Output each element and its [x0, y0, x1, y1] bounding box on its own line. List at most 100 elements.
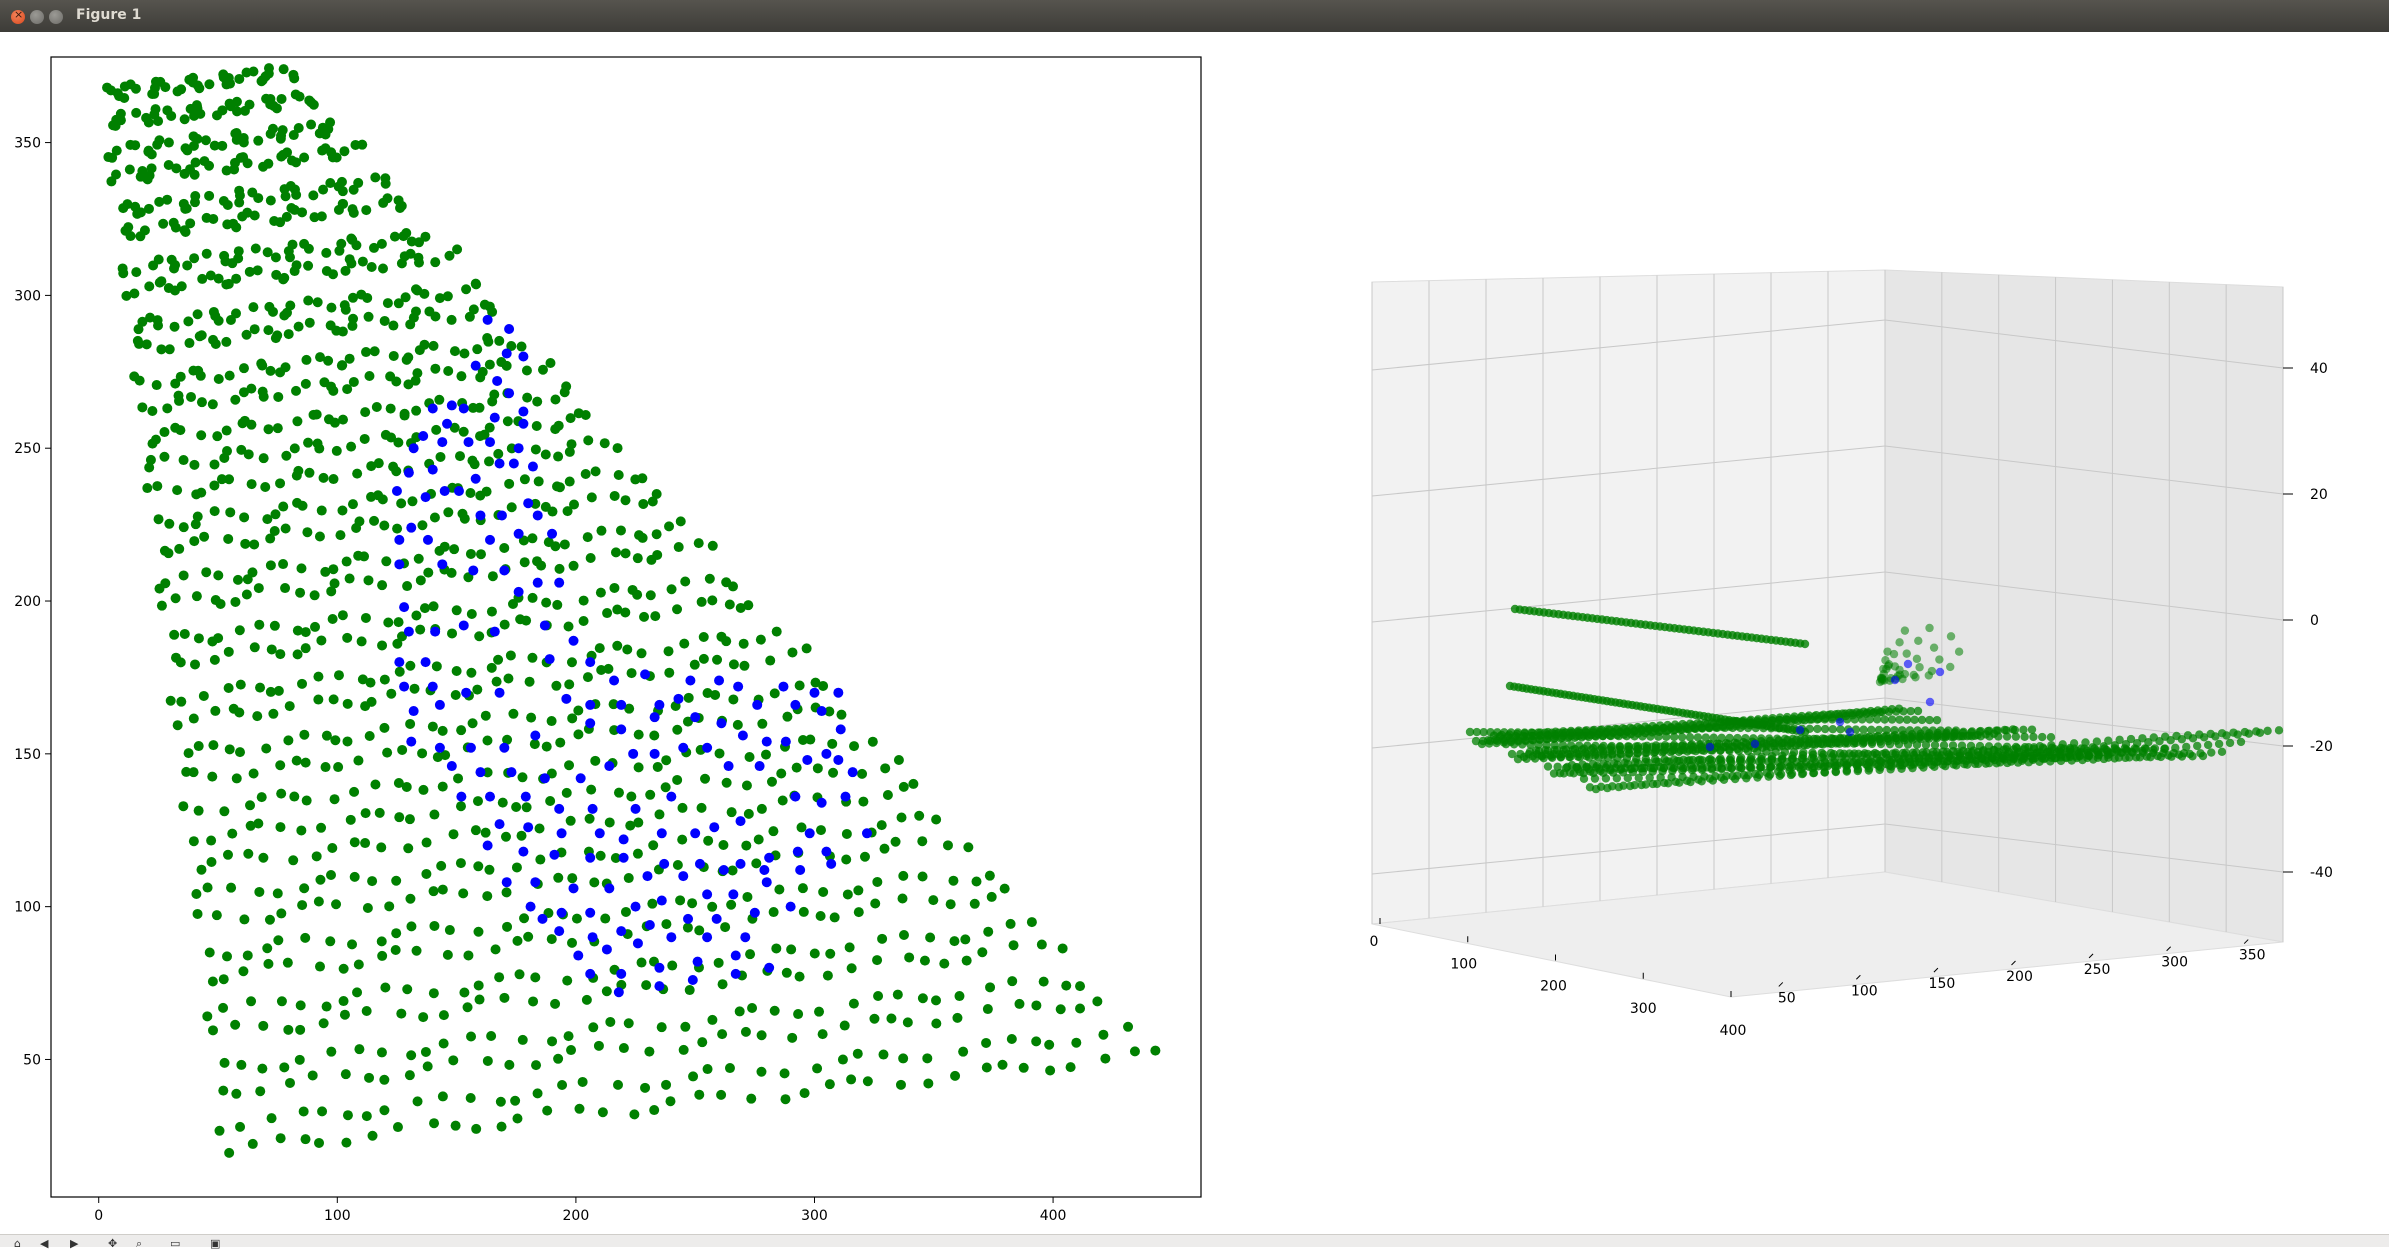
3d-data-point: [1549, 769, 1559, 778]
forward-icon[interactable]: ▶: [70, 1237, 79, 1250]
green-data-point: [231, 273, 242, 284]
blue-data-point: [437, 437, 448, 448]
3d-data-point: [2217, 729, 2227, 738]
blue-data-point: [494, 819, 505, 830]
home-icon[interactable]: ⌂: [14, 1237, 21, 1250]
green-data-point: [404, 814, 415, 825]
zoom-icon[interactable]: ⌕: [136, 1237, 143, 1250]
green-data-point: [213, 570, 224, 581]
green-data-point: [458, 426, 469, 437]
3d-data-point: [1915, 732, 1924, 741]
green-data-point: [487, 306, 498, 317]
z-grid-line: [1371, 319, 1886, 371]
green-data-point: [376, 238, 387, 249]
green-data-point: [777, 795, 788, 806]
green-data-point: [278, 64, 289, 75]
green-data-point: [534, 823, 545, 834]
green-data-point: [382, 193, 393, 204]
pan-icon[interactable]: ✥: [108, 1237, 118, 1250]
3d-data-point: [2002, 732, 2012, 741]
green-data-point: [429, 512, 440, 523]
back-icon[interactable]: ◀: [40, 1237, 49, 1250]
green-data-point: [794, 971, 805, 982]
3d-data-point: [1876, 739, 1886, 749]
y-tick-label: 100: [1851, 983, 1878, 999]
blue-data-point: [434, 699, 445, 710]
green-data-point: [571, 913, 582, 924]
green-data-point: [746, 1093, 757, 1104]
green-data-point: [794, 680, 805, 691]
blue-data-point: [816, 706, 827, 717]
close-window-button[interactable]: ×: [11, 8, 25, 24]
green-data-point: [931, 995, 942, 1006]
green-data-point: [207, 399, 218, 410]
green-data-point: [629, 1109, 640, 1120]
green-data-point: [339, 300, 350, 311]
green-data-point: [858, 796, 869, 807]
green-data-point: [742, 891, 753, 902]
green-data-point: [620, 906, 631, 917]
3d-data-point: [1884, 660, 1894, 669]
save-icon[interactable]: ▣: [210, 1237, 221, 1250]
green-data-point: [327, 613, 338, 624]
maximize-window-button[interactable]: [49, 10, 63, 24]
green-data-point: [410, 306, 421, 317]
green-data-point: [459, 987, 470, 998]
green-data-point: [360, 838, 371, 849]
green-data-point: [503, 673, 514, 684]
3d-data-point: [1978, 747, 1988, 756]
green-data-point: [578, 616, 589, 627]
green-data-point: [675, 895, 686, 906]
green-data-point: [131, 107, 142, 118]
3d-data-point: [1798, 715, 1807, 724]
3d-data-point: [1630, 732, 1639, 741]
green-data-point: [141, 339, 152, 350]
green-data-point: [360, 612, 371, 623]
green-data-point: [370, 172, 381, 183]
green-data-point: [815, 911, 826, 922]
green-data-point: [455, 451, 466, 462]
3d-data-point: [1799, 754, 1808, 763]
green-data-point: [352, 468, 363, 479]
green-data-point: [689, 659, 700, 670]
green-data-point: [230, 596, 241, 607]
green-data-point: [663, 646, 674, 657]
green-data-point: [380, 982, 391, 993]
green-data-point: [1071, 1037, 1082, 1048]
green-data-point: [253, 818, 264, 829]
green-data-point: [484, 456, 495, 467]
z-grid-line: [1371, 697, 1886, 749]
green-data-point: [1045, 1065, 1056, 1076]
green-data-point: [204, 160, 215, 171]
green-data-point: [632, 589, 643, 600]
green-data-point: [667, 960, 678, 971]
3d-data-point: [1842, 760, 1851, 769]
green-data-point: [280, 583, 291, 594]
green-data-point: [293, 465, 304, 476]
blue-data-point: [406, 736, 417, 747]
3d-data-point: [1590, 774, 1600, 783]
green-data-point: [741, 840, 752, 851]
green-data-point: [430, 311, 441, 322]
green-data-point: [284, 1077, 295, 1088]
blue-data-point: [847, 767, 858, 778]
green-data-point: [588, 1022, 599, 1033]
subplots-icon[interactable]: ▭: [170, 1237, 181, 1250]
green-data-point: [392, 1122, 403, 1133]
green-data-point: [297, 900, 308, 911]
green-data-point: [357, 139, 368, 150]
blue-data-point: [826, 858, 837, 869]
3d-data-point: [2011, 732, 2021, 741]
green-data-point: [204, 947, 215, 958]
green-data-point: [532, 1088, 543, 1099]
minimize-window-button[interactable]: [30, 10, 44, 24]
green-data-point: [428, 601, 439, 612]
green-data-point: [221, 79, 232, 90]
green-data-point: [413, 257, 424, 268]
green-data-point: [876, 820, 887, 831]
3d-data-point: [1976, 753, 1986, 763]
green-data-point: [150, 434, 161, 445]
green-data-point: [153, 254, 164, 265]
3d-data-point: [1679, 745, 1688, 755]
green-data-point: [265, 195, 276, 206]
